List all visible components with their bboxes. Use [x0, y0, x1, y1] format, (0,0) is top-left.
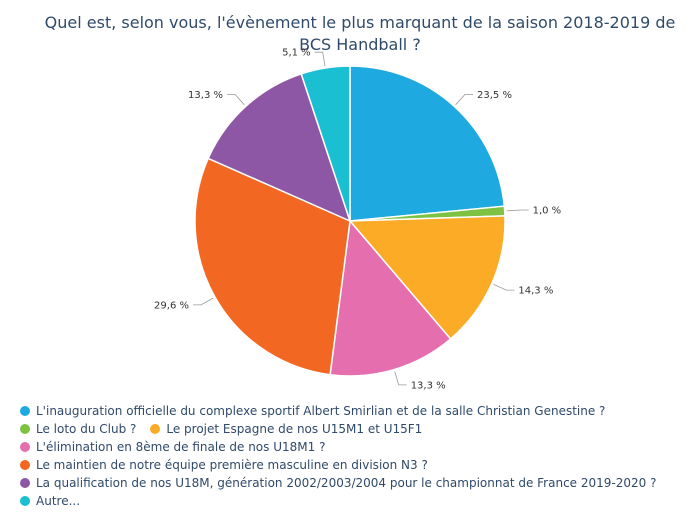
pie-slice-3[interactable]: [348, 215, 506, 340]
legend-marker: [20, 424, 30, 434]
leader-line-2: [506, 209, 529, 212]
legend-label: L'inauguration officielle du complexe sp…: [36, 404, 606, 418]
legend-row: L'inauguration officielle du complexe sp…: [20, 402, 690, 420]
legend-item-7[interactable]: Autre...: [20, 494, 80, 508]
legend-item-4[interactable]: L'élimination en 8ème de finale de nos U…: [20, 440, 325, 454]
legend: L'inauguration officielle du complexe sp…: [20, 402, 690, 510]
leader-line-4: [394, 371, 407, 386]
slice-label-7: 5,1 %: [282, 48, 311, 59]
slice-label-3: 14,3 %: [518, 286, 553, 297]
slice-label-1: 23,5 %: [477, 90, 512, 101]
legend-label: Autre...: [36, 494, 81, 508]
slice-label-5: 29,6 %: [154, 300, 189, 311]
pie-slice-7[interactable]: [300, 65, 351, 222]
legend-label: La qualification de nos U18M, génération…: [36, 476, 657, 490]
legend-label: Le loto du Club ?: [36, 422, 137, 436]
pie-slice-1[interactable]: [349, 65, 506, 222]
legend-row: Autre...: [20, 492, 690, 510]
slice-label-4: 13,3 %: [411, 380, 446, 391]
pie-slice-5[interactable]: [194, 157, 351, 376]
leader-line-7: [314, 51, 326, 67]
legend-label: L'élimination en 8ème de finale de nos U…: [36, 440, 326, 454]
legend-marker: [20, 406, 30, 416]
legend-item-5[interactable]: Le maintien de notre équipe première mas…: [20, 458, 428, 472]
pie-chart: 23,5 % 1,0 % 14,3 % 13,3 % 29,6 % 13,3 % 5,1 %: [154, 48, 562, 392]
slice-label-2: 1,0 %: [533, 206, 562, 217]
leader-line-6: [227, 94, 245, 106]
leader-line-3: [493, 284, 515, 291]
legend-marker: [20, 496, 30, 506]
leader-line-1: [455, 94, 473, 106]
legend-item-6[interactable]: La qualification de nos U18M, génération…: [20, 476, 656, 490]
legend-marker: [150, 424, 161, 434]
legend-item-2[interactable]: Le loto du Club ?: [20, 422, 136, 436]
legend-item-3[interactable]: Le projet Espagne de nos U15M1 et U15F1: [150, 422, 422, 436]
legend-marker: [20, 442, 30, 452]
legend-marker: [20, 478, 30, 488]
legend-row: Le maintien de notre équipe première mas…: [20, 456, 690, 474]
leader-line-5: [193, 297, 214, 306]
legend-marker: [20, 460, 30, 470]
pie-slice-6[interactable]: [207, 72, 352, 223]
legend-label: Le maintien de notre équipe première mas…: [36, 458, 428, 472]
chart-title: Quel est, selon vous, l'évènement le plu…: [44, 13, 676, 54]
legend-item-1[interactable]: L'inauguration officielle du complexe sp…: [20, 404, 605, 418]
legend-row: Le loto du Club ? Le projet Espagne de no…: [20, 420, 690, 438]
slice-label-6: 13,3 %: [188, 90, 223, 101]
legend-row: L'élimination en 8ème de finale de nos U…: [20, 438, 690, 456]
legend-row: La qualification de nos U18M, génération…: [20, 474, 690, 492]
pie-slice-4[interactable]: [329, 219, 452, 377]
legend-label: Le projet Espagne de nos U15M1 et U15F1: [166, 422, 423, 436]
